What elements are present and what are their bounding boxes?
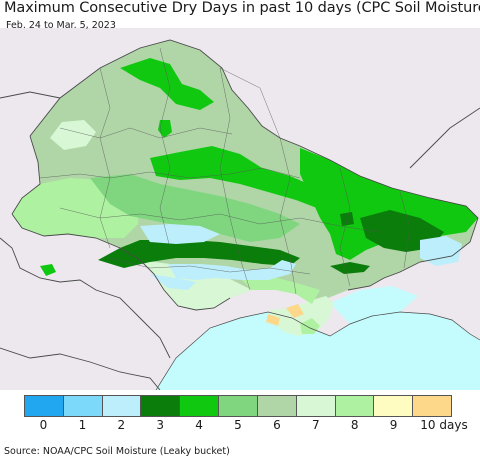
legend-swatch-10 xyxy=(413,396,451,416)
legend-tick-2: 2 xyxy=(117,418,126,432)
legend-swatch-8 xyxy=(335,396,375,416)
legend-swatch-0 xyxy=(25,396,64,416)
legend-tick-7: 7 xyxy=(311,418,320,432)
map-title: Maximum Consecutive Dry Days in past 10 … xyxy=(4,0,480,16)
legend-swatch-2 xyxy=(102,396,142,416)
legend-tick-9: 9 xyxy=(389,418,398,432)
source-note: Source: NOAA/CPC Soil Moisture (Leaky bu… xyxy=(4,446,230,457)
legend-tick-4: 4 xyxy=(195,418,203,432)
legend-ticks: 0 1 2 3 4 5 6 7 8 9 10 days xyxy=(24,418,468,434)
black-sea-azov xyxy=(156,312,480,390)
legend-tick-10: 10 days xyxy=(420,418,468,432)
legend-tick-6: 6 xyxy=(273,418,281,432)
sea-of-azov xyxy=(330,286,418,324)
legend-swatch-3 xyxy=(141,396,181,416)
legend-tick-3: 3 xyxy=(156,418,165,432)
dry-days-map xyxy=(0,28,480,390)
color-legend xyxy=(24,395,452,417)
legend-tick-5: 5 xyxy=(234,418,242,432)
legend-swatch-6 xyxy=(257,396,297,416)
legend-tick-0: 0 xyxy=(39,418,48,432)
legend-swatch-9 xyxy=(374,396,414,416)
legend-swatch-5 xyxy=(219,396,258,416)
legend-swatch-1 xyxy=(63,396,103,416)
legend-tick-1: 1 xyxy=(78,418,87,432)
date-range: Feb. 24 to Mar. 5, 2023 xyxy=(6,20,116,31)
legend-swatch-4 xyxy=(180,396,220,416)
legend-swatch-7 xyxy=(296,396,336,416)
legend-tick-8: 8 xyxy=(350,418,359,432)
